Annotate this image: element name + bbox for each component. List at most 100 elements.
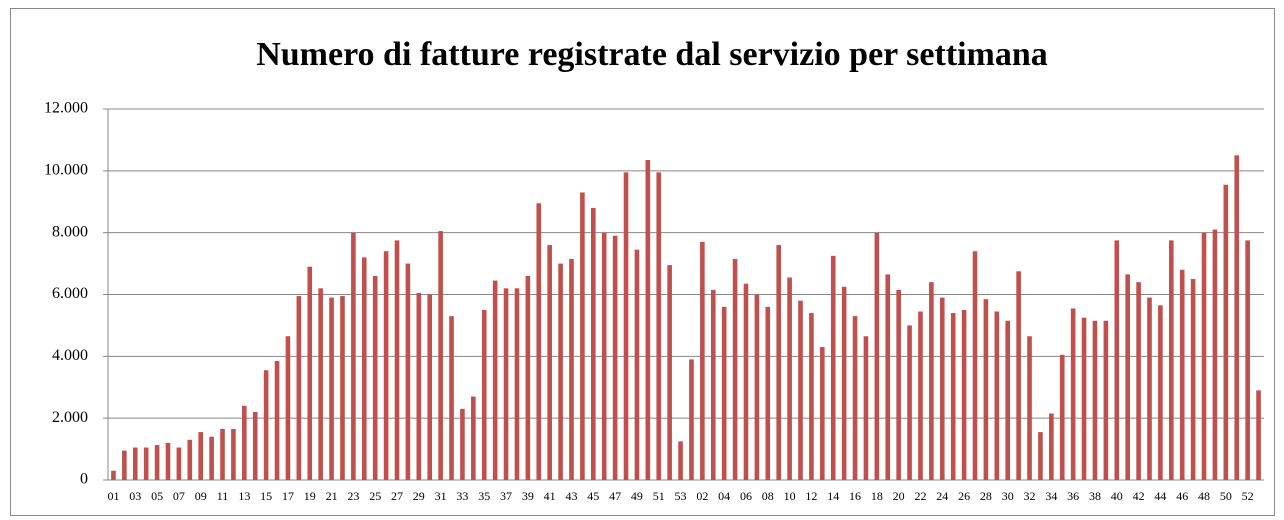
y-tick-label: 2.000	[52, 409, 88, 426]
x-tick-label: 22	[914, 489, 926, 503]
y-tick-label: 4.000	[52, 347, 88, 364]
bar	[242, 405, 247, 480]
bar	[514, 288, 520, 480]
bar	[307, 266, 313, 480]
x-tick-label: 37	[500, 489, 512, 503]
x-tick-label: 29	[413, 489, 425, 503]
bar	[416, 292, 422, 480]
bar	[394, 240, 400, 480]
x-tick-label: 48	[1198, 489, 1210, 503]
bar	[700, 241, 705, 480]
bar	[165, 442, 171, 480]
bar	[187, 439, 193, 480]
bar	[1234, 155, 1240, 480]
bar	[351, 232, 356, 480]
bar	[405, 263, 411, 480]
bar	[787, 277, 792, 480]
bar	[143, 447, 149, 480]
x-tick-label: 24	[936, 489, 948, 503]
bar	[809, 313, 814, 480]
bar	[122, 450, 127, 480]
x-tick-label: 50	[1220, 489, 1232, 503]
bar	[798, 300, 803, 480]
bar	[198, 432, 203, 480]
x-tick-label: 51	[653, 489, 665, 503]
x-tick-label: 16	[849, 489, 861, 503]
bar	[525, 275, 531, 480]
x-tick-label: 33	[456, 489, 468, 503]
bar	[896, 289, 901, 480]
x-tick-label: 09	[195, 489, 207, 503]
bar	[209, 436, 214, 480]
bar	[1158, 305, 1163, 480]
x-tick-label: 32	[1024, 489, 1036, 503]
x-tick-label: 20	[893, 489, 905, 503]
x-tick-label: 12	[805, 489, 817, 503]
x-tick-label: 02	[696, 489, 708, 503]
x-tick-label: 44	[1154, 489, 1166, 503]
bar	[1190, 279, 1196, 480]
bar	[438, 231, 443, 480]
bar	[1125, 274, 1130, 480]
x-tick-label: 04	[718, 489, 730, 503]
bar	[1005, 320, 1011, 480]
x-tick-label: 23	[347, 489, 359, 503]
bar	[732, 258, 738, 480]
bar	[220, 428, 225, 480]
bar	[983, 299, 989, 480]
bar	[285, 336, 291, 480]
bar	[721, 306, 727, 480]
bar	[1027, 336, 1032, 480]
bar	[1092, 320, 1098, 480]
bar	[580, 192, 585, 480]
bar	[1201, 232, 1207, 480]
bar	[231, 428, 236, 480]
bar	[492, 280, 498, 480]
bar	[820, 347, 825, 480]
bar	[929, 282, 934, 480]
x-tick-label: 36	[1067, 489, 1079, 503]
bar	[667, 265, 672, 480]
bar	[645, 160, 651, 480]
bar	[481, 309, 487, 480]
x-tick-label: 13	[238, 489, 250, 503]
bar	[994, 311, 1000, 480]
bar	[1038, 432, 1043, 480]
bar	[372, 275, 378, 480]
y-tick-label: 12.000	[44, 100, 88, 117]
x-tick-label: 40	[1111, 489, 1123, 503]
bar	[907, 325, 912, 480]
bar	[612, 235, 618, 480]
x-tick-label: 01	[107, 489, 119, 503]
bar	[1169, 240, 1174, 480]
bar	[1114, 240, 1120, 480]
y-tick-label: 10.000	[44, 162, 88, 179]
y-tick-label: 8.000	[52, 223, 88, 240]
x-tick-label: 07	[173, 489, 185, 503]
bar	[340, 296, 345, 480]
bar	[361, 257, 367, 480]
bar	[1223, 184, 1229, 480]
y-tick-label: 0	[80, 471, 88, 488]
bar	[939, 297, 945, 480]
x-tick-label: 27	[391, 489, 403, 503]
bar	[678, 441, 683, 480]
bar	[1070, 308, 1076, 480]
bar	[1016, 271, 1021, 480]
bar	[460, 408, 465, 480]
bar	[1136, 282, 1141, 480]
x-tick-label: 03	[129, 489, 141, 503]
bar	[263, 370, 269, 480]
bar	[863, 336, 869, 480]
bar	[296, 296, 302, 480]
bar	[591, 207, 596, 480]
bar	[154, 445, 160, 480]
bar	[569, 258, 574, 480]
bar	[634, 249, 640, 480]
bar	[656, 172, 662, 481]
bar	[1147, 297, 1152, 480]
x-tick-label: 28	[980, 489, 992, 503]
bar	[1103, 320, 1109, 480]
x-tick-label: 17	[282, 489, 294, 503]
bar	[841, 286, 847, 480]
